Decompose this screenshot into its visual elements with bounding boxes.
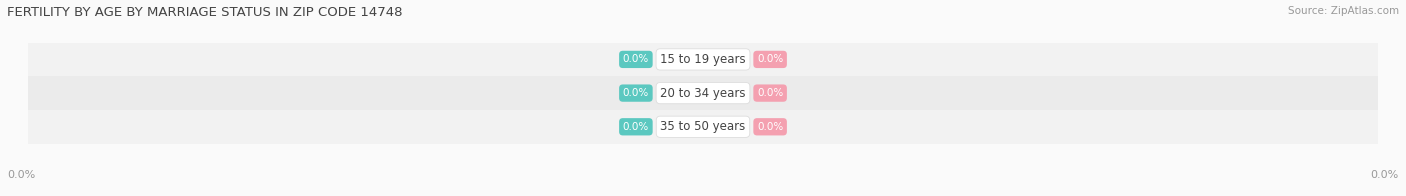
Text: 0.0%: 0.0% (623, 54, 650, 64)
Text: 20 to 34 years: 20 to 34 years (661, 87, 745, 100)
Text: 0.0%: 0.0% (1371, 170, 1399, 180)
Text: 0.0%: 0.0% (623, 88, 650, 98)
Text: 15 to 19 years: 15 to 19 years (661, 53, 745, 66)
Bar (28, 43, 1378, 76)
Text: Source: ZipAtlas.com: Source: ZipAtlas.com (1288, 6, 1399, 16)
Text: 0.0%: 0.0% (756, 54, 783, 64)
Text: 0.0%: 0.0% (7, 170, 35, 180)
Text: 0.0%: 0.0% (756, 88, 783, 98)
Bar (28, 76, 1378, 110)
Text: 35 to 50 years: 35 to 50 years (661, 120, 745, 133)
Bar (28, 110, 1378, 144)
Text: 0.0%: 0.0% (623, 122, 650, 132)
Text: FERTILITY BY AGE BY MARRIAGE STATUS IN ZIP CODE 14748: FERTILITY BY AGE BY MARRIAGE STATUS IN Z… (7, 6, 402, 19)
Text: 0.0%: 0.0% (756, 122, 783, 132)
